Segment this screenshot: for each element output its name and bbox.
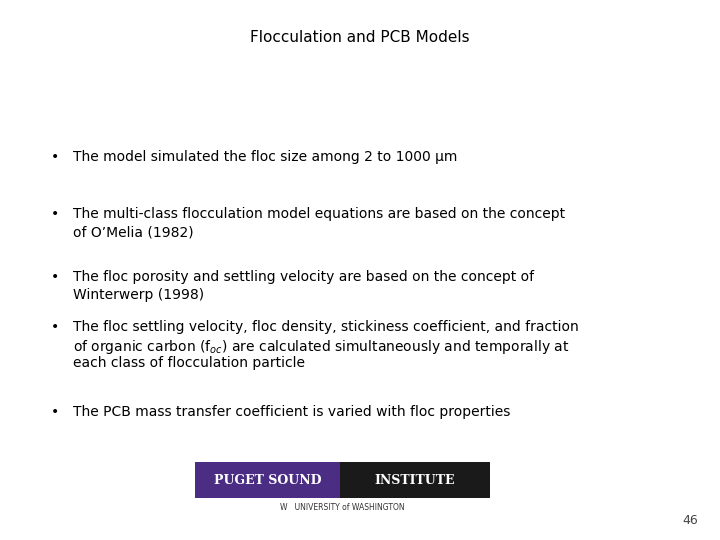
Text: •: • xyxy=(51,270,59,284)
FancyBboxPatch shape xyxy=(195,462,340,498)
FancyBboxPatch shape xyxy=(340,462,490,498)
Text: of organic carbon (f$_{oc}$) are calculated simultaneously and temporally at: of organic carbon (f$_{oc}$) are calcula… xyxy=(73,338,570,356)
Text: The multi-class flocculation model equations are based on the concept: The multi-class flocculation model equat… xyxy=(73,207,565,221)
Text: The model simulated the floc size among 2 to 1000 μm: The model simulated the floc size among … xyxy=(73,150,457,164)
Text: The PCB mass transfer coefficient is varied with floc properties: The PCB mass transfer coefficient is var… xyxy=(73,405,510,419)
Text: PUGET SOUND: PUGET SOUND xyxy=(214,474,321,487)
Text: •: • xyxy=(51,150,59,164)
Text: The floc porosity and settling velocity are based on the concept of: The floc porosity and settling velocity … xyxy=(73,270,534,284)
Text: The floc settling velocity, floc density, stickiness coefficient, and fraction: The floc settling velocity, floc density… xyxy=(73,320,579,334)
Text: Flocculation and PCB Models: Flocculation and PCB Models xyxy=(250,30,470,45)
Text: Winterwerp (1998): Winterwerp (1998) xyxy=(73,288,204,302)
Text: INSTITUTE: INSTITUTE xyxy=(374,474,455,487)
Text: each class of flocculation particle: each class of flocculation particle xyxy=(73,356,305,370)
Text: •: • xyxy=(51,405,59,419)
Text: •: • xyxy=(51,320,59,334)
Text: W   UNIVERSITY of WASHINGTON: W UNIVERSITY of WASHINGTON xyxy=(280,503,405,512)
Text: 46: 46 xyxy=(683,514,698,526)
Text: of O’Melia (1982): of O’Melia (1982) xyxy=(73,225,194,239)
Text: •: • xyxy=(51,207,59,221)
